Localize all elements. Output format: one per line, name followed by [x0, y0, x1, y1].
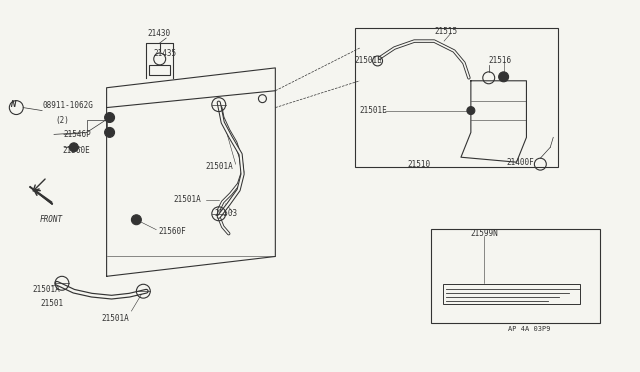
Text: 21501E: 21501E: [360, 106, 387, 115]
Text: 21501E: 21501E: [355, 57, 383, 65]
Text: FRONT: FRONT: [40, 215, 63, 224]
Text: 08911-1062G: 08911-1062G: [42, 100, 93, 110]
Text: 21501A: 21501A: [173, 195, 201, 204]
Text: 21516: 21516: [489, 57, 512, 65]
Text: 21400F: 21400F: [507, 158, 534, 167]
Text: 21501: 21501: [40, 299, 63, 308]
Text: 21501A: 21501A: [206, 162, 234, 171]
Bar: [149, 65, 170, 75]
Text: AP 4A 03P9: AP 4A 03P9: [508, 326, 550, 332]
Text: 21501A: 21501A: [32, 285, 60, 294]
Text: 21503: 21503: [215, 209, 238, 218]
Circle shape: [104, 113, 115, 122]
Text: 21560F: 21560F: [158, 227, 186, 236]
Text: 21501A: 21501A: [102, 314, 129, 324]
Bar: [355, 28, 558, 167]
Bar: [431, 229, 600, 323]
Text: N: N: [10, 100, 16, 109]
Circle shape: [467, 107, 475, 115]
Text: 21430: 21430: [148, 29, 171, 38]
Bar: [443, 284, 580, 304]
Text: 21515: 21515: [434, 27, 457, 36]
Circle shape: [131, 215, 141, 225]
Text: (2): (2): [55, 116, 69, 125]
Text: 21510: 21510: [407, 160, 431, 169]
Circle shape: [104, 128, 115, 137]
Text: 21435: 21435: [153, 48, 177, 58]
Circle shape: [499, 72, 509, 82]
Text: 21560E: 21560E: [62, 146, 90, 155]
Text: 21599N: 21599N: [471, 229, 499, 238]
Text: 21546P: 21546P: [64, 130, 92, 139]
Circle shape: [69, 143, 78, 152]
